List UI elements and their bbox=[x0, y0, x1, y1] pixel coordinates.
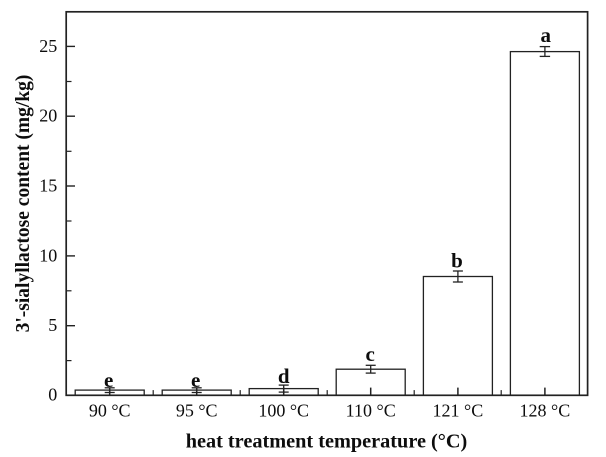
svg-text:90 °C: 90 °C bbox=[89, 401, 131, 421]
svg-text:5: 5 bbox=[48, 315, 57, 335]
svg-text:3'-sialyllactose content (mg/k: 3'-sialyllactose content (mg/kg) bbox=[13, 75, 34, 333]
svg-text:100 °C: 100 °C bbox=[258, 401, 309, 421]
svg-text:110 °C: 110 °C bbox=[346, 401, 396, 421]
svg-text:20: 20 bbox=[39, 106, 57, 126]
svg-text:heat treatment temperature (°C: heat treatment temperature (°C) bbox=[186, 430, 468, 452]
svg-text:121 °C: 121 °C bbox=[433, 401, 484, 421]
svg-text:d: d bbox=[278, 364, 290, 388]
svg-text:128 °C: 128 °C bbox=[520, 401, 571, 421]
svg-text:e: e bbox=[104, 368, 113, 392]
svg-text:95 °C: 95 °C bbox=[176, 401, 218, 421]
svg-text:e: e bbox=[191, 368, 200, 392]
svg-text:15: 15 bbox=[39, 176, 57, 196]
svg-text:b: b bbox=[451, 248, 463, 272]
svg-text:c: c bbox=[366, 342, 375, 366]
svg-text:a: a bbox=[540, 23, 551, 47]
svg-text:25: 25 bbox=[39, 36, 57, 56]
svg-text:10: 10 bbox=[39, 245, 57, 265]
svg-text:0: 0 bbox=[48, 385, 57, 405]
